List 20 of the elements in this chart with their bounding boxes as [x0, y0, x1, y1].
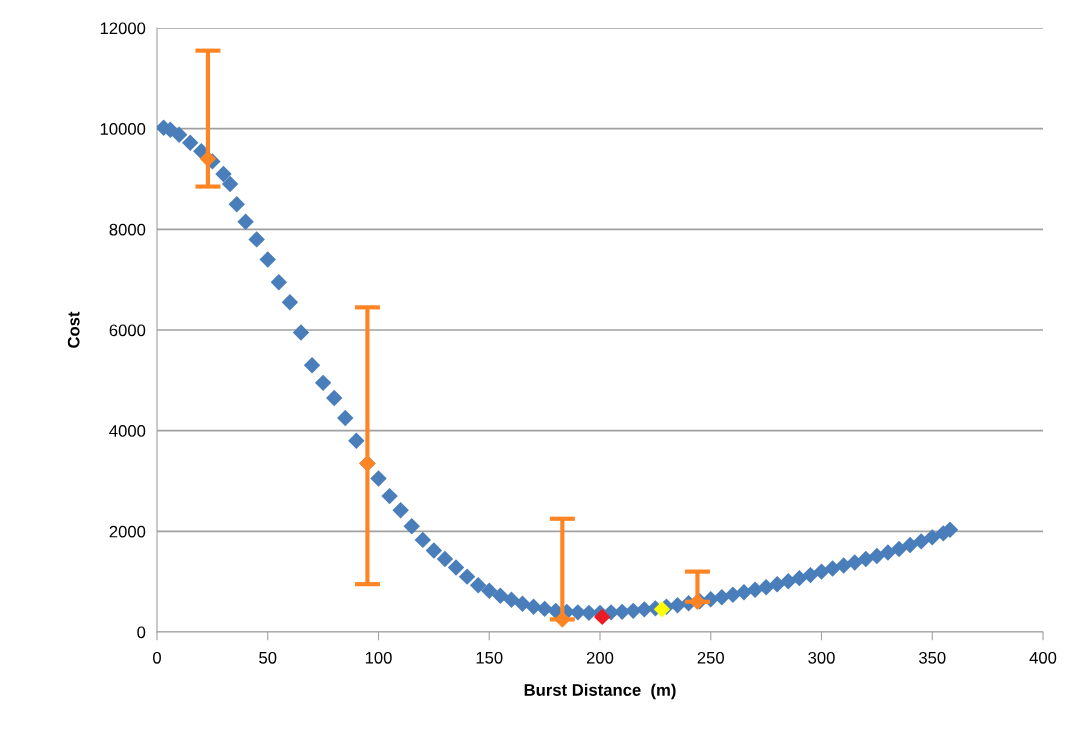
y-tick-label: 4000 [109, 425, 146, 437]
x-axis-title: Burst Distance (m) [524, 683, 676, 700]
x-tick-label: 350 [918, 651, 946, 664]
y-axis-title: Cost [67, 311, 80, 348]
x-tick-label: 300 [808, 651, 835, 664]
point [653, 601, 671, 618]
x-tick-label: 150 [476, 651, 503, 664]
x-tick-label: 100 [365, 651, 392, 664]
point [594, 608, 611, 626]
x-tick-label: 50 [259, 651, 277, 664]
x-tick-label: 400 [1029, 651, 1057, 664]
y-tick-label: 12000 [100, 22, 146, 35]
y-tick-label: 2000 [109, 525, 146, 538]
x-tick-label: 0 [153, 651, 161, 664]
x-tick-label: 200 [586, 651, 614, 664]
y-tick-label: 8000 [109, 223, 146, 236]
y-tick-label: 6000 [109, 324, 146, 337]
x-tick-label: 250 [697, 651, 724, 664]
y-tick-label: 10000 [100, 123, 146, 135]
y-tick-label: 0 [137, 626, 146, 639]
